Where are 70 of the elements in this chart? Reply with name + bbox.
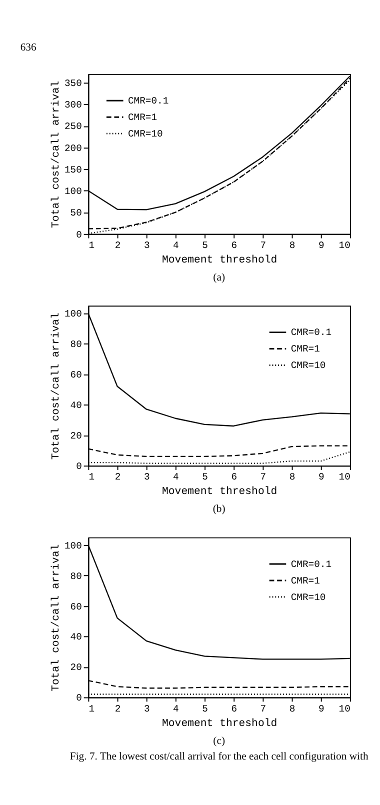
y-axis-title: Total cost/call arrival (50, 80, 63, 228)
y-tick-label: 80 (70, 339, 82, 350)
y-tick-label: 20 (70, 662, 82, 674)
y-tick-label: 100 (64, 186, 82, 198)
y-tick-label: 0 (76, 460, 82, 472)
text: (c) (213, 736, 226, 747)
y-tick-label: 100 (64, 540, 82, 552)
y-axis-title: Total cost/call arrival (50, 312, 63, 460)
legend-label: CMR=10 (128, 128, 164, 140)
x-tick-label: 4 (173, 472, 180, 483)
legend-label: CMR=1 (128, 112, 158, 124)
x-tick-label: 7 (260, 472, 266, 483)
x-tick-label: 3 (144, 240, 150, 251)
x-tick-label: 1 (88, 703, 95, 714)
x-axis-title: Movement threshold (162, 254, 278, 267)
x-tick-label: 2 (114, 472, 121, 483)
y-axis-title: Total cost/call arrival (50, 544, 63, 692)
x-tick-label: 9 (318, 703, 324, 714)
x-axis-title: Movement threshold (162, 718, 278, 730)
y-tick-label: 200 (64, 142, 82, 154)
x-tick-label: 10 (338, 703, 351, 714)
caption: Fig. 7. The lowest cost/call arrival for the each cell configuration with (70, 751, 369, 762)
y-tick-label: 20 (70, 430, 82, 442)
x-tick-label: 6 (231, 703, 238, 714)
x-tick-label: 2 (114, 240, 121, 251)
y-tick-label: 150 (64, 164, 82, 176)
legend-label: CMR=1 (290, 575, 320, 586)
legend-label: CMR=1 (290, 344, 320, 355)
y-tick-label: 0 (76, 692, 82, 704)
x-tick-label: 2 (114, 703, 121, 714)
x-tick-label: 7 (260, 703, 266, 714)
chart-title: 636 (20, 42, 38, 54)
y-tick-label: 60 (70, 370, 82, 381)
x-tick-label: 1 (88, 472, 95, 483)
legend-label: CMR=10 (290, 592, 326, 603)
x-tick-label: 8 (289, 240, 296, 251)
y-tick-label: 300 (64, 100, 82, 111)
y-tick-label: 60 (70, 601, 82, 612)
y-tick-label: 40 (70, 400, 82, 412)
x-tick-label: 1 (88, 240, 95, 251)
y-tick-label: 350 (64, 78, 82, 90)
legend-label: CMR=10 (290, 360, 326, 372)
text: (a) (213, 272, 226, 284)
x-tick-label: 8 (289, 703, 296, 714)
x-tick-label: 10 (338, 240, 351, 251)
x-tick-label: 5 (202, 240, 208, 251)
y-tick-label: 0 (76, 229, 82, 240)
x-axis-title: Movement threshold (162, 486, 278, 498)
y-tick-label: 250 (64, 121, 82, 132)
x-tick-label: 6 (231, 240, 238, 251)
x-tick-label: 5 (202, 472, 208, 483)
x-tick-label: 10 (338, 472, 351, 483)
x-tick-label: 5 (202, 703, 208, 714)
x-tick-label: 3 (144, 703, 150, 714)
y-tick-label: 80 (70, 570, 82, 582)
legend-label: CMR=0.1 (290, 558, 332, 570)
x-tick-label: 4 (173, 703, 180, 714)
x-tick-label: 4 (173, 240, 180, 251)
x-tick-label: 9 (318, 472, 324, 483)
x-tick-label: 6 (231, 472, 238, 483)
legend-label: CMR=0.1 (290, 327, 332, 338)
y-tick-label: 40 (70, 632, 82, 643)
legend-label: CMR=0.1 (128, 96, 169, 107)
x-tick-label: 9 (318, 240, 324, 251)
x-tick-label: 7 (260, 240, 266, 251)
y-tick-label: 50 (70, 208, 82, 219)
text: (b) (212, 504, 226, 516)
y-tick-label: 100 (64, 308, 82, 320)
x-tick-label: 3 (144, 472, 150, 483)
x-tick-label: 8 (289, 472, 296, 483)
